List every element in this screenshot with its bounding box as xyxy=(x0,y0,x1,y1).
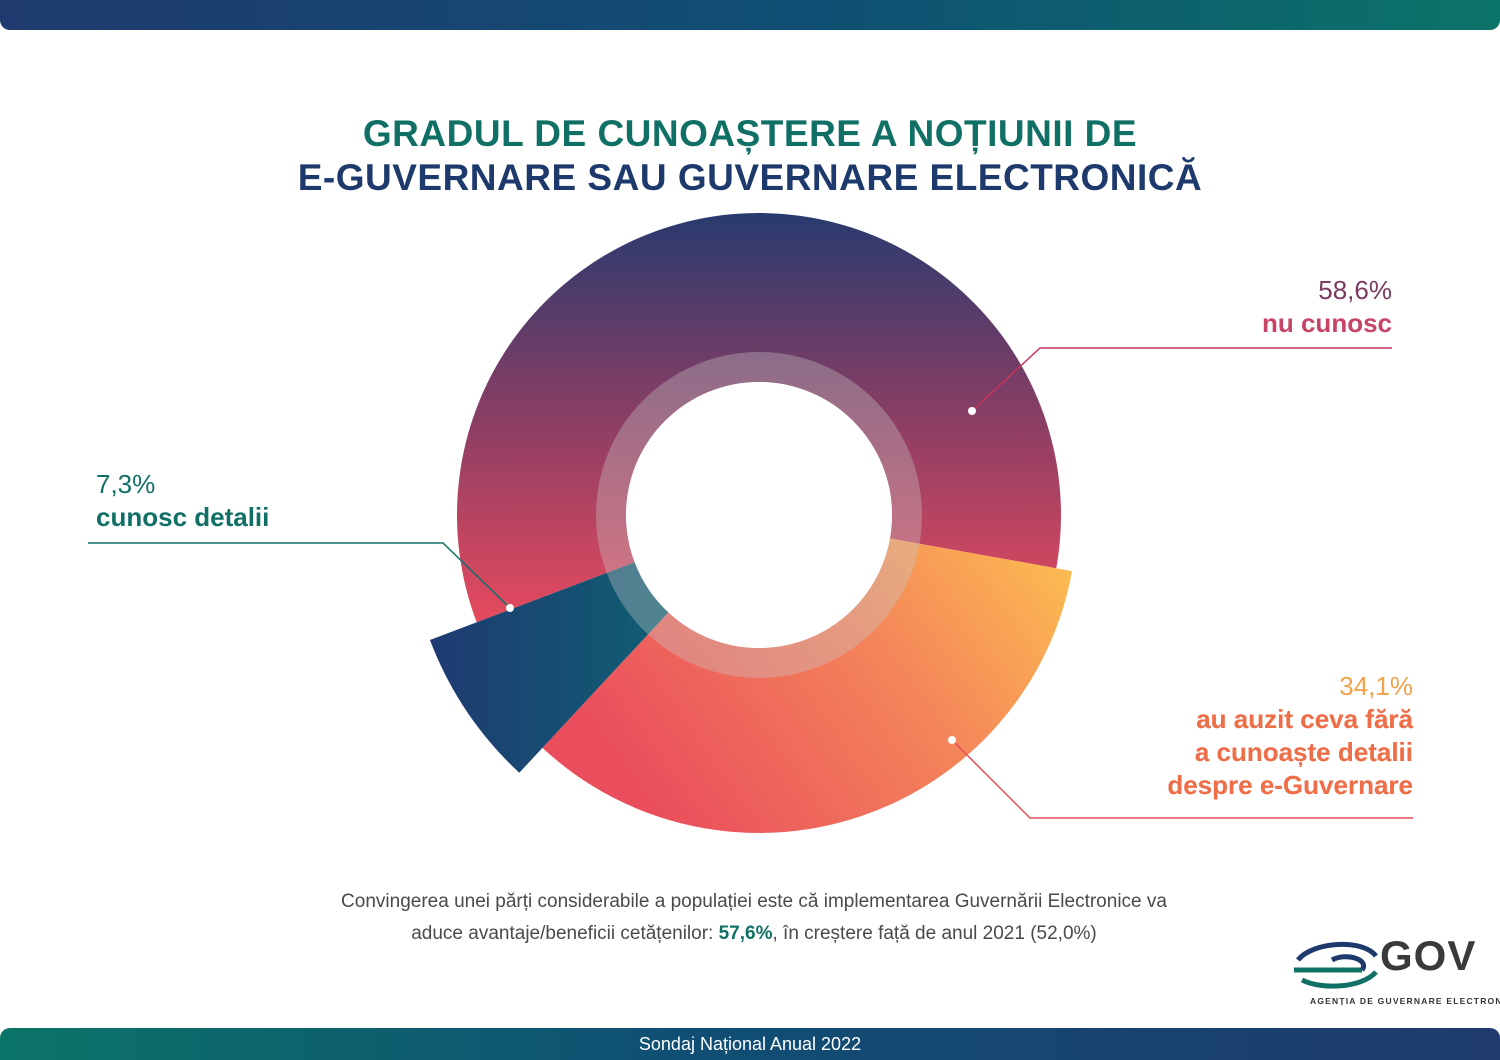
label-cunosc-detalii: 7,3% cunosc detalii xyxy=(96,468,396,534)
label-au-auzit-line-1: au auzit ceva fără xyxy=(1080,703,1413,736)
chart-title: GRADUL DE CUNOAȘTERE A NOȚIUNII DE E-GUV… xyxy=(150,112,1350,200)
label-au-auzit: 34,1% au auzit ceva fără a cunoaște deta… xyxy=(1080,670,1413,802)
logo-swoosh-icon xyxy=(1294,941,1378,989)
label-nu-cunosc-category: nu cunosc xyxy=(1261,308,1392,338)
label-au-auzit-percent: 34,1% xyxy=(1339,671,1413,701)
footer-bar: Sondaj Național Anual 2022 xyxy=(0,1028,1500,1060)
logo-text: GOV xyxy=(1380,932,1477,979)
label-cunosc-detalii-category: cunosc detalii xyxy=(96,502,270,532)
marker-cunosc-detalii xyxy=(506,604,514,612)
leader-nu-cunosc xyxy=(971,347,1392,412)
footer-text: Sondaj Național Anual 2022 xyxy=(638,1034,862,1054)
donut-hole xyxy=(626,382,892,648)
leader-cunosc-detalii xyxy=(88,542,511,609)
slice-au-auzit xyxy=(542,538,1073,833)
label-nu-cunosc: 58,6% nu cunosc xyxy=(1100,274,1392,340)
slice-cunosc-detalii xyxy=(429,562,669,773)
note-line-1: Convingerea unei părți considerabile a p… xyxy=(341,891,1167,912)
agency-logo: GOV AGENȚIA DE GUVERNARE ELECTRONICĂ xyxy=(1292,930,1500,1015)
note-line-2-start: aduce avantaje/beneficii cetățenilor: xyxy=(411,923,719,944)
slice-nu-cunosc xyxy=(456,212,1061,623)
marker-au-auzit xyxy=(948,736,956,744)
top-bar xyxy=(0,0,1500,30)
note-line-2-end: , în creștere față de anul 2021 (52,0%) xyxy=(772,923,1097,944)
title-line-2: E-GUVERNARE SAU GUVERNARE ELECTRONICĂ xyxy=(297,157,1203,198)
logo-subtitle: AGENȚIA DE GUVERNARE ELECTRONICĂ xyxy=(1310,996,1500,1006)
title-line-1: GRADUL DE CUNOAȘTERE A NOȚIUNII DE xyxy=(362,113,1138,154)
leader-au-auzit xyxy=(951,739,1413,819)
label-au-auzit-line-3: despre e-Guvernare xyxy=(1080,769,1413,802)
inner-ring xyxy=(596,352,922,678)
note-highlight: 57,6% xyxy=(718,923,773,944)
label-cunosc-detalii-percent: 7,3% xyxy=(96,469,156,499)
marker-nu-cunosc xyxy=(968,407,976,415)
survey-note: Convingerea unei părți considerabile a p… xyxy=(254,886,1254,950)
label-au-auzit-line-2: a cunoaște detalii xyxy=(1080,736,1413,769)
label-nu-cunosc-percent: 58,6% xyxy=(1318,275,1392,305)
